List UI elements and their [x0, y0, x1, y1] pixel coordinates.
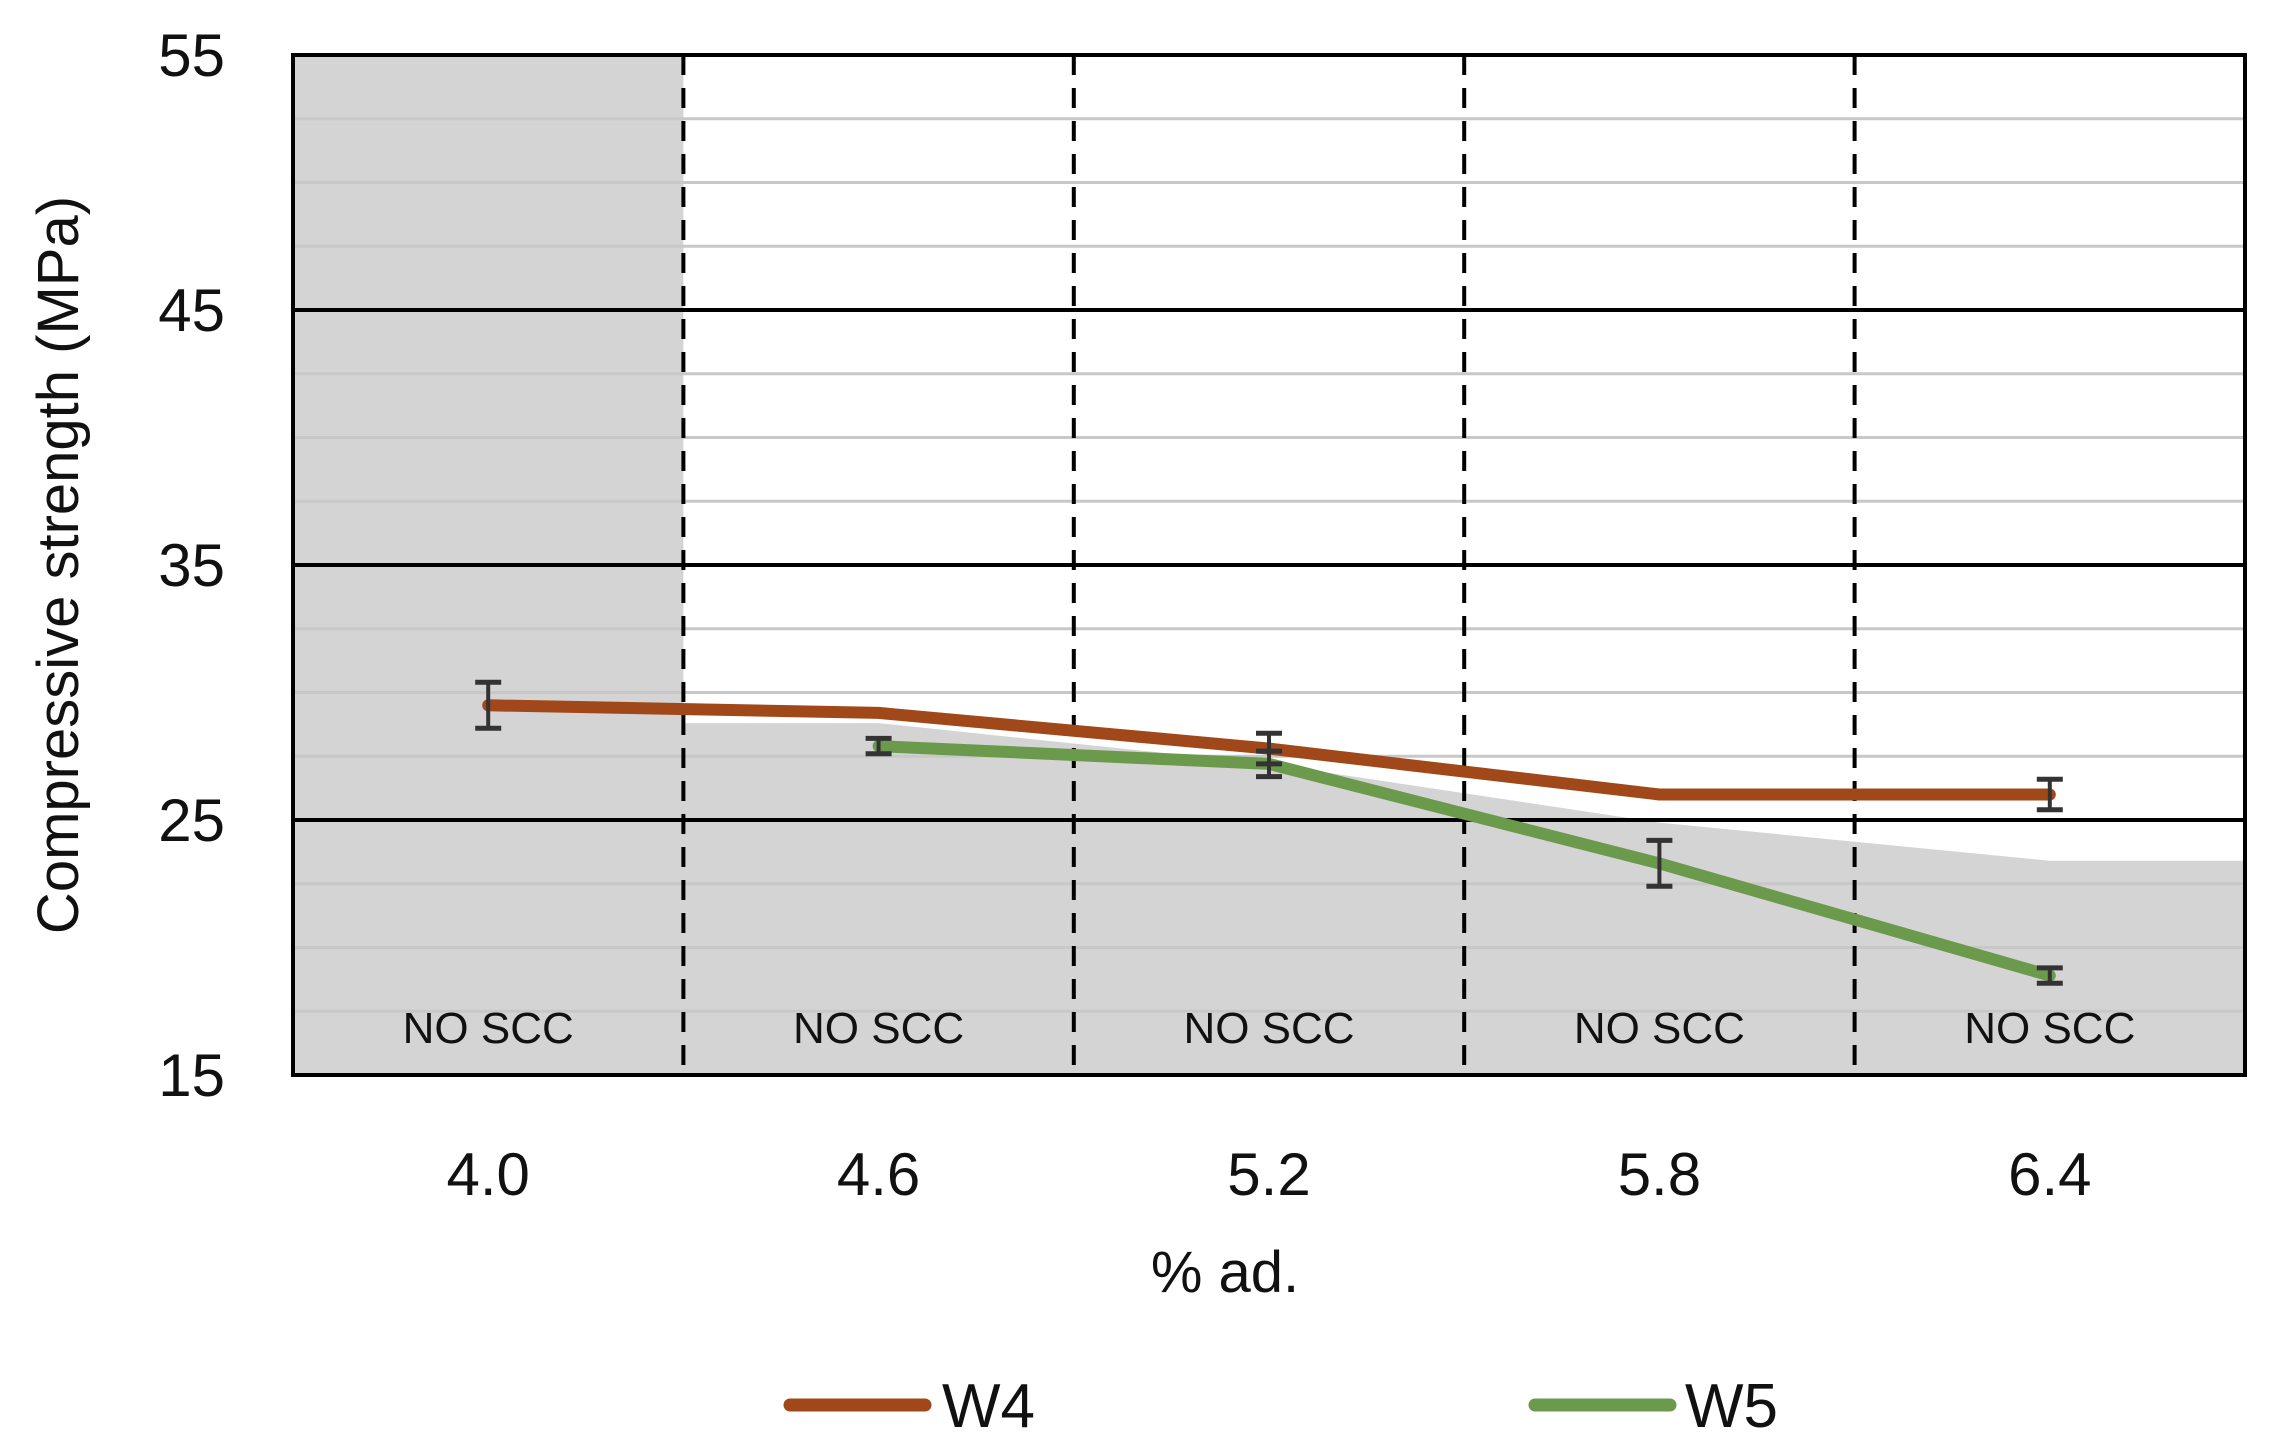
y-tick-label: 25: [158, 787, 225, 854]
error-bars: [475, 679, 2063, 986]
x-tick-label: 4.6: [837, 1141, 920, 1208]
legend-label-w4: W4: [942, 1372, 1035, 1441]
region-label-no-scc: NO SCC: [403, 1004, 574, 1053]
region-label-no-scc: NO SCC: [1183, 1004, 1354, 1053]
error-bar-w5: [1646, 837, 1673, 889]
x-tick-label: 5.8: [1618, 1141, 1701, 1208]
error-bar-w4: [2036, 776, 2063, 813]
y-tick-label: 15: [158, 1042, 225, 1109]
error-bar-w5: [1256, 748, 1282, 780]
plot-area-border: [291, 53, 2247, 1077]
error-bar-w5: [865, 735, 892, 757]
x-tick-label: 4.0: [446, 1141, 529, 1208]
legend-label-w5: W5: [1685, 1372, 1778, 1441]
error-bar-w5: [2036, 965, 2063, 986]
gridlines: [293, 55, 2245, 1075]
y-tick-label: 35: [158, 532, 225, 599]
legend: W4 W5: [783, 1372, 1778, 1441]
y-tick-label: 45: [158, 277, 225, 344]
series-line-w5: [872, 740, 2056, 982]
region-label-no-scc: NO SCC: [1574, 1004, 1745, 1053]
error-bar-w4: [475, 679, 502, 731]
region-label-no-scc: NO SCC: [793, 1004, 964, 1053]
y-tick-label: 55: [158, 22, 225, 89]
x-axis-title: % ad.: [1151, 1240, 1299, 1305]
region-labels: NO SCC NO SCC NO SCC NO SCC NO SCC: [403, 1004, 2136, 1053]
x-tick-label: 6.4: [2008, 1141, 2091, 1208]
y-axis-tick-labels: 15 25 35 45 55: [158, 22, 225, 1109]
y-axis-title: Compressive strength (MPa): [26, 196, 91, 934]
x-tick-label: 5.2: [1227, 1141, 1310, 1208]
x-axis-tick-labels: 4.0 4.6 5.2 5.8 6.4: [446, 1141, 2091, 1208]
region-label-no-scc: NO SCC: [1964, 1004, 2135, 1053]
plot-border: [291, 53, 2247, 1077]
